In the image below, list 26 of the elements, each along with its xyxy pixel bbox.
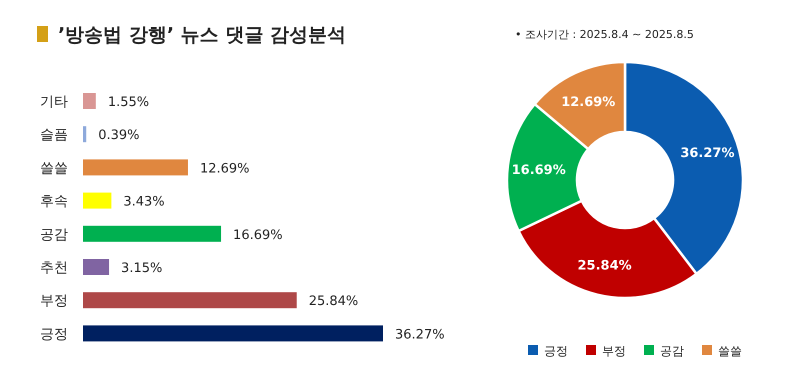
chart-title: ’방송법 강행’ 뉴스 댓글 감성분석 <box>58 24 346 46</box>
data-label: 16.69% <box>233 228 283 243</box>
data-label: 25.84% <box>308 294 358 310</box>
y-tick-label: 공감 <box>40 226 68 243</box>
y-tick-label: 긍정 <box>40 326 68 342</box>
y-tick-label: 후속 <box>40 194 68 210</box>
legend-label: 긍정 <box>544 344 568 358</box>
data-label: 0.39% <box>98 128 140 144</box>
y-tick-label: 추천 <box>40 260 68 276</box>
legend-label: 공감 <box>660 344 684 358</box>
y-tick-label: 기타 <box>40 94 68 110</box>
data-label: 3.43% <box>123 194 165 210</box>
data-label: 12.69% <box>200 161 250 176</box>
data-label: 12.69% <box>561 95 616 110</box>
y-tick-label: 부정 <box>40 293 68 310</box>
text: • 조사기간 : 2025.8.4 ~ 2025.8.5 <box>515 28 694 41</box>
data-label: 36.27% <box>395 327 445 342</box>
data-label: 1.55% <box>108 95 150 110</box>
data-label: 25.84% <box>578 258 632 274</box>
data-label: 36.27% <box>680 146 735 162</box>
y-tick-label: 슬픔 <box>40 127 68 144</box>
legend-label: 부정 <box>602 344 626 358</box>
y-tick-label: 쓸쓸 <box>40 160 68 176</box>
data-label: 16.69% <box>512 163 566 178</box>
data-label: 3.15% <box>121 261 162 276</box>
legend-label: 쓸쓸 <box>718 344 742 358</box>
